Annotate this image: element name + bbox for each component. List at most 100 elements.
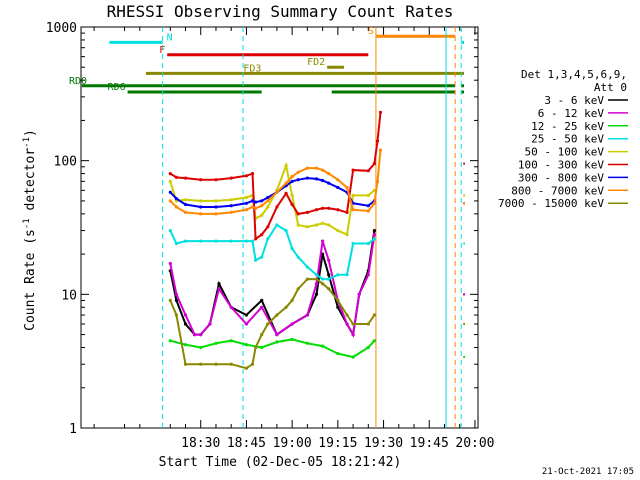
series-point-7-6: [244, 208, 248, 212]
series-point-7-17: [321, 168, 325, 172]
series-point-1-17: [345, 322, 349, 326]
series-point-0-8: [244, 313, 248, 317]
series-point-0-21: [372, 229, 376, 233]
series-point-2-1: [183, 343, 188, 347]
series-point-7-5: [229, 210, 233, 214]
series-point-7-22: [366, 209, 370, 213]
flag-label-n: N: [167, 32, 173, 43]
series-point-3-19: [336, 273, 340, 277]
legend-label-6: 300 - 800 keV: [518, 171, 604, 184]
series-point-2-3: [214, 341, 218, 345]
series-point-3-23: [372, 237, 376, 241]
x-tick-label-2: 19:00: [273, 436, 312, 451]
series: [168, 110, 465, 370]
series-point-2-14: [372, 339, 376, 343]
series-line-6: [169, 177, 376, 208]
series-point-5-6: [244, 174, 248, 178]
series-point-2-6: [260, 345, 264, 350]
series-point-4-9: [260, 213, 264, 217]
series-point-5-4: [214, 178, 218, 182]
series-point-1-19: [357, 292, 361, 296]
series-point-5-18: [327, 206, 331, 210]
series-point-6-18: [327, 181, 331, 185]
series-point-6-19: [336, 185, 340, 190]
x-tick-label-4: 19:30: [364, 436, 403, 451]
series-point-5-23: [372, 162, 376, 166]
series-point-0-15: [327, 273, 331, 277]
series-point-8-16: [314, 277, 319, 281]
series-point-7-10: [266, 199, 270, 203]
series-point-6-16: [314, 177, 319, 181]
series-point-2-13: [366, 345, 370, 350]
series-point-2-9: [305, 341, 309, 345]
flag-label-fd2: FD2: [307, 57, 325, 68]
legend-label-8: 7000 - 15000 keV: [498, 197, 604, 210]
series-point-6-7: [250, 199, 255, 203]
series-point-7-23: [372, 201, 376, 205]
series-point-2-4: [229, 339, 233, 343]
series-point-5-11: [275, 205, 279, 209]
series-point-6-8: [254, 200, 258, 204]
series-point-4-17: [321, 221, 325, 225]
series-line-8: [169, 278, 376, 370]
series-point-7-2: [183, 210, 188, 214]
series-point-8-11: [275, 313, 279, 317]
y-axis-label-exp1: -1: [22, 218, 32, 229]
series-point-8-12: [284, 305, 288, 309]
flag-label-fd3: FD3: [243, 63, 261, 74]
series-point-6-13: [290, 179, 294, 183]
series-point-8-21: [351, 322, 355, 326]
legend-label-2: 12 - 25 keV: [531, 120, 604, 133]
series-point-4-0: [168, 179, 172, 183]
series-point-6-5: [229, 204, 233, 208]
series-point-3-11: [275, 223, 279, 227]
series-point-3-1: [174, 241, 178, 246]
series-point-4-3: [199, 199, 203, 203]
series-point-1-4: [199, 333, 203, 337]
series-point-7-20: [345, 185, 349, 190]
series-point-5-9: [260, 233, 264, 237]
series-point-1-6: [217, 287, 221, 291]
series-point-5-13: [290, 202, 294, 207]
series-point-3-16: [314, 273, 319, 277]
series-point-3-6: [244, 239, 248, 243]
series-point-5-0: [168, 172, 172, 176]
series-point-3-18: [327, 277, 331, 281]
series-point-6-10: [266, 195, 270, 200]
legend-label-3: 25 - 50 keV: [531, 133, 604, 146]
series-point-5-20: [345, 210, 349, 214]
series-point-1-14: [321, 239, 325, 243]
series-point-0-13: [314, 292, 319, 296]
series-point-4-2: [183, 198, 188, 202]
series-point-7-21: [351, 208, 355, 212]
series-point-5-21: [351, 168, 355, 172]
series-point-1-12: [305, 313, 309, 317]
series-point-0-9: [260, 298, 264, 302]
series-point-1-7: [229, 305, 233, 309]
series-point-2-8: [290, 337, 294, 341]
series-point-4-6: [244, 195, 248, 200]
series-point-7-18: [327, 172, 331, 176]
series-point-6-22: [366, 204, 370, 208]
series-line-1: [169, 234, 376, 338]
series-point-1-5: [208, 322, 212, 326]
series-point-7-15: [305, 166, 309, 170]
series-point-7-11: [275, 190, 279, 194]
timestamp: 21-Oct-2021 17:05: [542, 467, 634, 477]
y-tick-label-1: 10: [61, 288, 77, 303]
series-point-3-21: [351, 241, 355, 246]
series-point-4-5: [229, 198, 233, 202]
series-point-5-7: [250, 172, 255, 176]
legend-header-line-2: Att 0: [594, 81, 627, 94]
series-line-7: [169, 150, 382, 215]
series-point-1-11: [290, 322, 294, 326]
series-point-4-18: [327, 223, 331, 227]
series-point-3-22: [366, 241, 370, 246]
series-point-2-11: [336, 352, 340, 356]
series-point-3-20: [345, 273, 349, 277]
series-point-4-16: [314, 223, 319, 227]
series-point-7-7: [250, 205, 255, 209]
series-point-6-14: [296, 178, 300, 182]
series-point-8-0: [168, 298, 172, 302]
series-point-7-9: [260, 204, 264, 208]
